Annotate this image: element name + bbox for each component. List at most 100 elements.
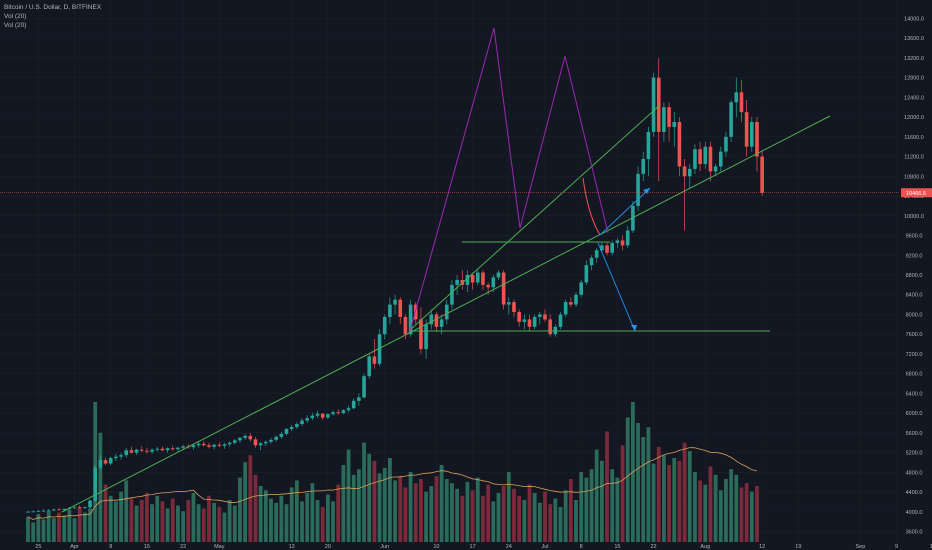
volume-bar	[749, 491, 754, 542]
y-tick-label: 3600.0	[906, 530, 923, 536]
volume-bar	[672, 458, 677, 542]
volume-indicator-label[interactable]: Vol (20)	[4, 13, 27, 20]
x-tick-label: 12	[759, 544, 765, 550]
volume-indicator-label-2[interactable]: Vol (20)	[4, 22, 27, 29]
candle-body	[724, 136, 728, 152]
x-tick-label: 15	[144, 544, 150, 550]
volume-bar	[160, 501, 165, 542]
volume-bar	[662, 455, 666, 542]
candle-body	[682, 166, 687, 177]
candle-body	[326, 414, 330, 418]
arrow-down-head	[631, 325, 637, 331]
candle-body	[196, 443, 201, 446]
candle-body	[403, 316, 408, 335]
volume-bar	[305, 493, 310, 542]
volume-bar	[227, 500, 232, 542]
candle-body	[708, 146, 713, 172]
candle-body	[507, 302, 511, 305]
y-tick-label: 6800.0	[906, 372, 923, 378]
volume-bar	[320, 507, 325, 542]
volume-bar	[165, 508, 170, 542]
volume-bar	[439, 465, 444, 542]
candle-body	[693, 149, 697, 169]
projection-curve	[582, 177, 601, 236]
volume-bar	[88, 508, 92, 542]
candle-body	[72, 507, 77, 509]
x-tick-label: 20	[325, 544, 331, 550]
volume-bar	[537, 502, 542, 542]
y-tick-label: 5200.0	[906, 451, 923, 457]
candle-body	[419, 319, 423, 350]
volume-bar	[708, 466, 713, 542]
volume-bar	[310, 483, 315, 542]
volume-bar	[346, 449, 351, 542]
candle-body	[486, 284, 490, 288]
candle-body	[605, 245, 609, 253]
candle-body	[651, 77, 656, 132]
volume-bar	[124, 480, 129, 542]
volume-bar	[687, 451, 692, 542]
candle-body	[687, 168, 692, 177]
volume-bar	[475, 477, 480, 542]
volume-bar	[558, 507, 563, 542]
candle-body	[227, 442, 232, 445]
candle-body	[450, 284, 454, 305]
volume-bar	[186, 500, 191, 542]
candle-body	[398, 299, 403, 317]
volume-bar	[625, 417, 630, 542]
candle-body	[108, 458, 113, 464]
candle-body	[444, 304, 449, 320]
volume-bar	[372, 460, 377, 542]
candle-body	[129, 450, 134, 453]
volume-bar	[594, 449, 599, 542]
y-tick-label: 12800.0	[904, 76, 924, 82]
time-axis[interactable]: 25 Apr 8 15 22 May 13 20 Jun 10 17 24 Jul 8 15 22 Aug 12 1…	[35, 544, 932, 550]
x-tick-label: 8	[580, 544, 583, 550]
candle-body	[672, 122, 677, 127]
y-tick-label: 11600.0	[904, 135, 923, 141]
volume-bar	[362, 442, 366, 542]
x-tick-label: 19	[795, 544, 801, 550]
candle-body	[465, 275, 470, 285]
volume-bar	[455, 488, 460, 542]
candle-body	[98, 460, 103, 468]
candle-body	[372, 356, 377, 364]
volume-bar	[155, 495, 160, 542]
candle-body	[734, 92, 739, 103]
volume-bar	[532, 493, 537, 542]
candle-body	[83, 507, 87, 509]
volume-bar	[274, 502, 279, 542]
candle-body	[496, 272, 501, 278]
candle-body	[631, 205, 635, 231]
candle-body	[367, 356, 372, 377]
candle-body	[594, 250, 599, 258]
candle-body	[26, 511, 30, 513]
candle-body	[589, 257, 594, 266]
volume-bar	[605, 431, 609, 542]
candle-body	[233, 440, 237, 443]
price-axis[interactable]: 3600.0 4000.0 4400.0 4800.0 5200.0 5600.0 6000…	[904, 16, 924, 535]
candle-body	[336, 412, 340, 414]
volume-bar	[181, 511, 185, 542]
volume-bar	[108, 495, 113, 542]
candle-body	[46, 510, 51, 512]
volume-bar	[641, 437, 646, 542]
volume-bar	[429, 486, 434, 542]
candle-body	[160, 448, 165, 451]
symbol-title[interactable]: Bitcoin / U.S. Dollar, D, BITFINEX	[4, 4, 102, 11]
volume-bar	[315, 500, 320, 542]
candle-body	[181, 446, 185, 448]
volume-bar	[651, 463, 656, 542]
volume-bar	[382, 467, 387, 542]
candle-body	[93, 467, 98, 501]
volume-bar	[269, 498, 273, 542]
volume-bar	[543, 491, 547, 542]
legend: Bitcoin / U.S. Dollar, D, BITFINEX Vol (…	[4, 3, 101, 30]
candle-body	[739, 92, 744, 113]
arrow-down	[597, 242, 636, 332]
candle-body	[434, 314, 439, 327]
volume-bar	[460, 495, 465, 542]
volume-bar	[150, 504, 154, 542]
candle-body	[52, 509, 56, 511]
